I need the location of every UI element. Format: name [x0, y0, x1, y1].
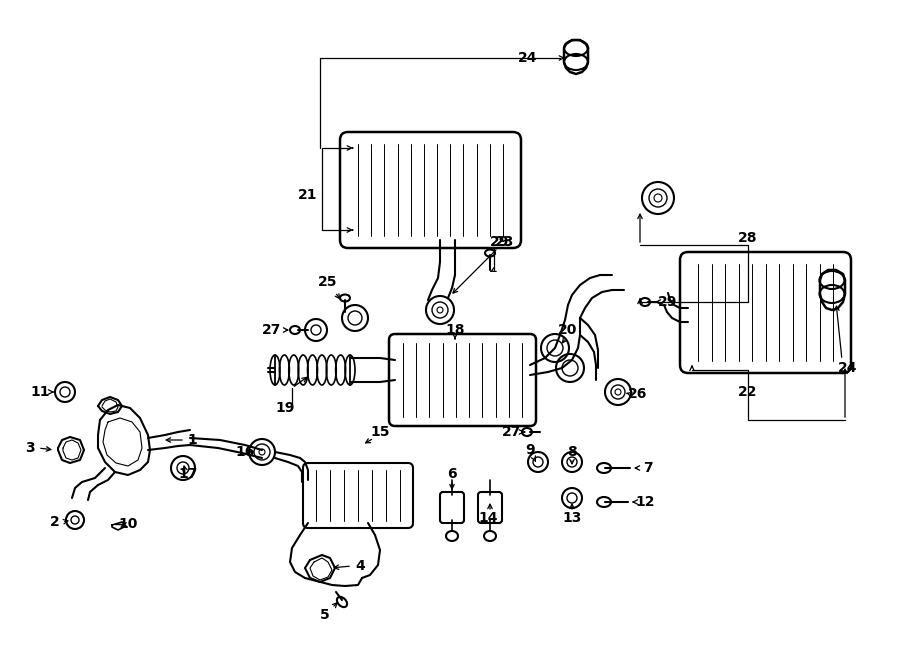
- Text: 23: 23: [495, 235, 515, 249]
- Text: 24: 24: [838, 361, 858, 375]
- Text: 27: 27: [502, 425, 522, 439]
- Text: 26: 26: [628, 387, 648, 401]
- Text: 14: 14: [478, 511, 498, 525]
- Text: 2: 2: [50, 515, 60, 529]
- Text: 9: 9: [526, 443, 535, 457]
- Text: 1: 1: [187, 433, 197, 447]
- Text: 28: 28: [738, 231, 758, 245]
- Text: 16: 16: [235, 445, 255, 459]
- Text: 11: 11: [31, 385, 50, 399]
- Text: 5: 5: [320, 608, 330, 622]
- Text: 18: 18: [446, 323, 464, 337]
- Text: 17: 17: [178, 467, 198, 481]
- Text: 27: 27: [262, 323, 282, 337]
- Text: 21: 21: [298, 188, 318, 202]
- Text: 29: 29: [658, 295, 678, 309]
- Text: 20: 20: [558, 323, 578, 337]
- Text: 6: 6: [447, 467, 457, 481]
- Text: 25: 25: [319, 275, 338, 289]
- Text: 15: 15: [370, 425, 390, 439]
- Text: 19: 19: [275, 401, 294, 415]
- Text: 4: 4: [356, 559, 364, 573]
- Text: 3: 3: [25, 441, 35, 455]
- Text: 10: 10: [118, 517, 138, 531]
- Text: 12: 12: [635, 495, 655, 509]
- Text: 24: 24: [518, 51, 538, 65]
- Text: 7: 7: [644, 461, 652, 475]
- Text: 13: 13: [562, 511, 581, 525]
- Text: 29: 29: [491, 235, 509, 249]
- Text: 22: 22: [738, 385, 758, 399]
- Text: 8: 8: [567, 445, 577, 459]
